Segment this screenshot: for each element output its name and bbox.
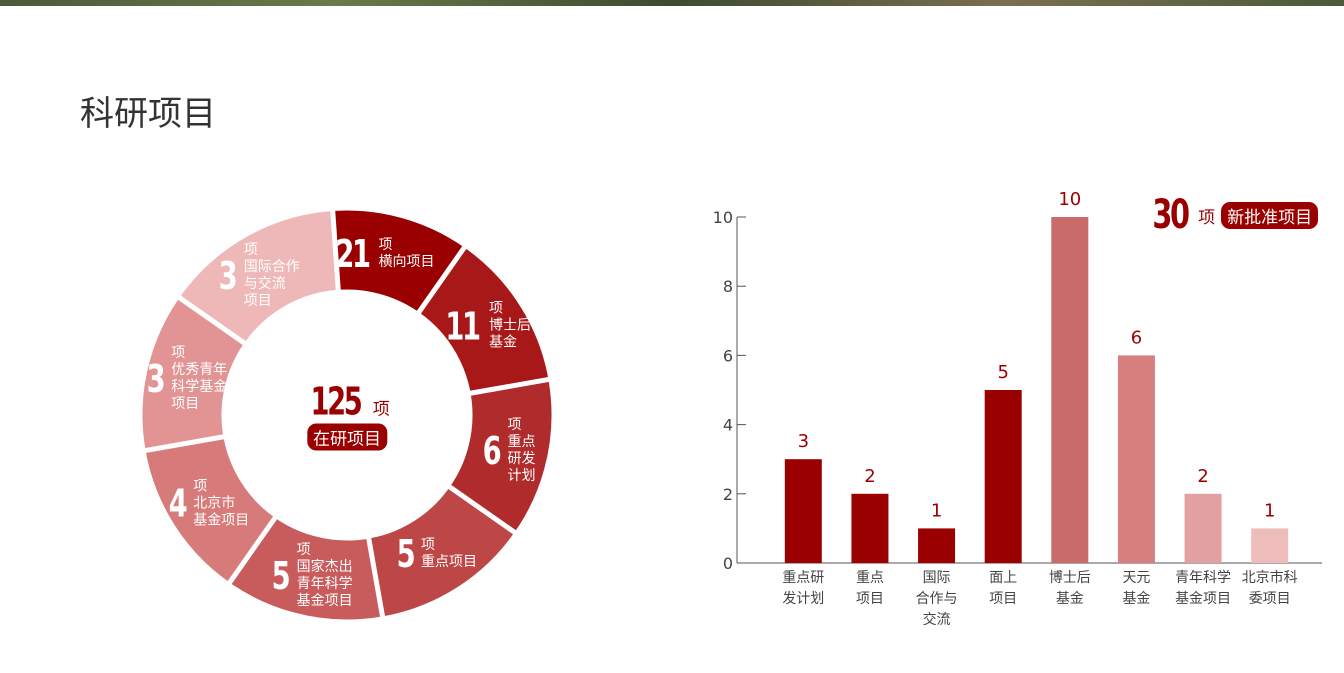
segment-name: 重点 研发 计划 xyxy=(507,434,535,485)
segment-text: 项博士后 基金 xyxy=(489,301,531,352)
y-tick-label: 10 xyxy=(713,208,733,227)
segment-name: 优秀青年 科学基金 项目 xyxy=(171,362,227,413)
x-tick-label: 博士后 基金 xyxy=(1049,568,1091,610)
segment-text: 项北京市 基金项目 xyxy=(193,478,249,529)
bar xyxy=(1118,355,1155,563)
annotation-total: 30 xyxy=(1152,192,1187,238)
segment-name: 国家杰出 青年科学 基金项目 xyxy=(297,559,353,610)
segment-text: 项重点项目 xyxy=(421,537,477,571)
segment-count: 11 xyxy=(446,304,479,348)
segment-unit: 项 xyxy=(171,345,227,362)
value-label: 1 xyxy=(1264,500,1275,521)
segment-unit: 项 xyxy=(244,242,300,259)
ring-total-unit: 项 xyxy=(373,400,390,420)
bar xyxy=(1051,217,1088,563)
x-tick-label: 重点研 发计划 xyxy=(782,568,824,610)
segment-name: 重点项目 xyxy=(421,554,477,571)
value-label: 1 xyxy=(931,500,942,521)
segment-text: 项国际合作 与交流 项目 xyxy=(244,242,300,310)
bar xyxy=(1185,494,1222,563)
segment-count: 6 xyxy=(483,429,500,473)
segment-name: 博士后 基金 xyxy=(489,318,531,352)
value-label: 10 xyxy=(1058,189,1081,210)
y-tick-label: 8 xyxy=(723,277,733,296)
bar xyxy=(985,390,1022,563)
segment-name: 北京市 基金项目 xyxy=(193,495,249,529)
x-tick-label: 青年科学 基金项目 xyxy=(1175,568,1231,610)
y-tick-label: 2 xyxy=(723,485,733,504)
y-tick-label: 4 xyxy=(723,416,733,435)
y-tick-label: 6 xyxy=(723,346,733,365)
segment-count: 4 xyxy=(169,482,186,526)
bar xyxy=(785,459,822,563)
segment-count: 3 xyxy=(219,254,236,298)
segment-name: 国际合作 与交流 项目 xyxy=(244,259,300,310)
value-label: 5 xyxy=(997,362,1008,383)
segment-count: 5 xyxy=(272,554,289,598)
segment-text: 项国家杰出 青年科学 基金项目 xyxy=(297,542,353,610)
x-tick-label: 重点 项目 xyxy=(856,568,884,610)
value-label: 3 xyxy=(798,431,809,452)
annotation: 30 项 新批准项目 xyxy=(1148,192,1318,238)
segment-text: 项横向项目 xyxy=(378,237,434,271)
bar xyxy=(851,494,888,563)
segment-count: 5 xyxy=(396,532,413,576)
annotation-unit: 项 xyxy=(1198,203,1215,228)
x-tick-label: 面上 项目 xyxy=(989,568,1017,610)
segment-unit: 项 xyxy=(421,537,477,554)
segment-count: 21 xyxy=(335,232,368,276)
ring-total-label: 在研项目 xyxy=(307,424,387,451)
segment-name: 横向项目 xyxy=(378,254,434,271)
ring-total: 125 xyxy=(311,380,361,424)
segment-unit: 项 xyxy=(193,478,249,495)
segment-text: 项重点 研发 计划 xyxy=(507,417,535,485)
y-tick-label: 0 xyxy=(723,554,733,573)
x-tick-label: 北京市科 委项目 xyxy=(1242,568,1298,610)
segment-text: 项优秀青年 科学基金 项目 xyxy=(171,345,227,413)
bar xyxy=(918,528,955,563)
segment-unit: 项 xyxy=(378,237,434,254)
segment-unit: 项 xyxy=(507,417,535,434)
annotation-label: 新批准项目 xyxy=(1221,202,1318,229)
value-label: 2 xyxy=(1197,466,1208,487)
segment-label: 21 项横向项目 xyxy=(331,232,435,276)
x-tick-label: 国际 合作与 交流 xyxy=(916,568,958,631)
segment-unit: 项 xyxy=(489,301,531,318)
segment-unit: 项 xyxy=(297,542,353,559)
slide: {"title": "科研项目", "ring": {"total": 125,… xyxy=(0,0,1344,673)
segment-count: 3 xyxy=(147,357,164,401)
value-label: 6 xyxy=(1131,327,1142,348)
ring-center: 125 项 在研项目 xyxy=(304,380,389,451)
bar xyxy=(1251,528,1288,563)
x-tick-label: 天元 基金 xyxy=(1122,568,1150,610)
value-label: 2 xyxy=(864,466,875,487)
